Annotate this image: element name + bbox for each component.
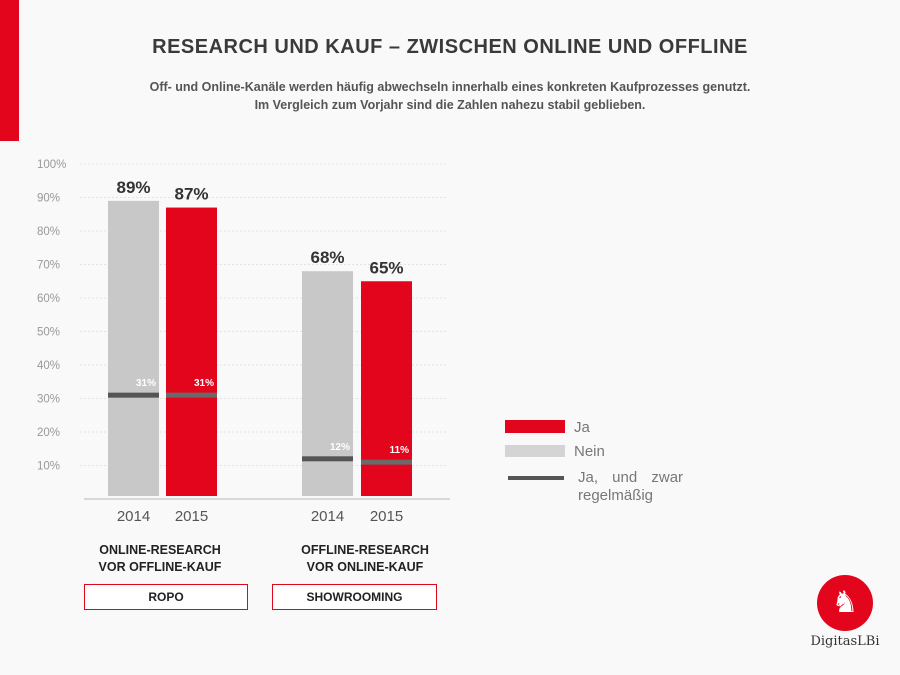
- category-label-showrooming: OFFLINE-RESEARCH VOR ONLINE-KAUF: [265, 542, 465, 576]
- legend-swatch-regular: [508, 476, 564, 480]
- legend-swatch-ja: [505, 420, 565, 433]
- legend-swatch-nein: [505, 445, 565, 457]
- x-tick-label: 2015: [175, 508, 208, 525]
- page-title: RESEARCH UND KAUF – ZWISCHEN ONLINE UND …: [152, 36, 748, 58]
- category-label-line: ONLINE-RESEARCH: [99, 543, 221, 557]
- bar: [166, 207, 217, 497]
- bar-value-label: 87%: [174, 185, 208, 204]
- x-tick-label: 2015: [370, 508, 403, 525]
- regular-marker: [166, 392, 217, 398]
- bar-value-label: 65%: [369, 258, 403, 277]
- bar: [302, 271, 353, 496]
- logo-text: DigitasLBi: [810, 634, 880, 649]
- y-tick-label: 100%: [37, 159, 66, 171]
- legend-label-ja: Ja: [574, 419, 590, 436]
- bar-value-label: 89%: [116, 178, 150, 197]
- subtitle-line-2: Im Vergleich zum Vorjahr sind die Zahlen…: [254, 98, 646, 112]
- category-label-line: VOR ONLINE-KAUF: [306, 560, 424, 574]
- legend-label-regular-1: Ja, und zwar: [578, 469, 684, 486]
- tag-ropo: ROPO: [84, 584, 248, 610]
- y-tick-label: 20%: [37, 427, 60, 439]
- legend-label-nein: Nein: [574, 443, 605, 460]
- x-tick-label: 2014: [117, 508, 150, 525]
- unicorn-icon: ♞: [817, 575, 873, 631]
- category-label-ropo: ONLINE-RESEARCH VOR OFFLINE-KAUF: [70, 542, 250, 576]
- y-tick-label: 90%: [37, 193, 60, 205]
- digitas-logo: ♞ DigitasLBi: [810, 575, 880, 649]
- regular-marker: [302, 456, 353, 462]
- legend-label-regular-2: regelmäßig: [578, 487, 654, 504]
- y-tick-label: 10%: [37, 461, 60, 473]
- bar-value-label: 68%: [310, 248, 344, 267]
- y-tick-label: 80%: [37, 226, 60, 238]
- subtitle-line-1: Off- und Online-Kanäle werden häufig abw…: [149, 80, 751, 94]
- regular-value-label: 31%: [136, 378, 156, 389]
- regular-marker: [361, 459, 412, 465]
- category-label-line: OFFLINE-RESEARCH: [301, 543, 429, 557]
- regular-value-label: 31%: [194, 378, 214, 389]
- category-label-line: VOR OFFLINE-KAUF: [98, 560, 222, 574]
- bar: [108, 200, 159, 496]
- regular-value-label: 11%: [390, 445, 410, 456]
- tag-showrooming: SHOWROOMING: [272, 584, 437, 610]
- regular-marker: [108, 392, 159, 398]
- y-tick-label: 30%: [37, 394, 60, 406]
- y-tick-label: 40%: [37, 360, 60, 372]
- accent-bar: [0, 0, 19, 141]
- y-tick-label: 60%: [37, 293, 60, 305]
- regular-value-label: 12%: [330, 442, 350, 453]
- y-tick-label: 50%: [37, 327, 60, 339]
- x-tick-label: 2014: [311, 508, 344, 525]
- y-tick-label: 70%: [37, 260, 60, 272]
